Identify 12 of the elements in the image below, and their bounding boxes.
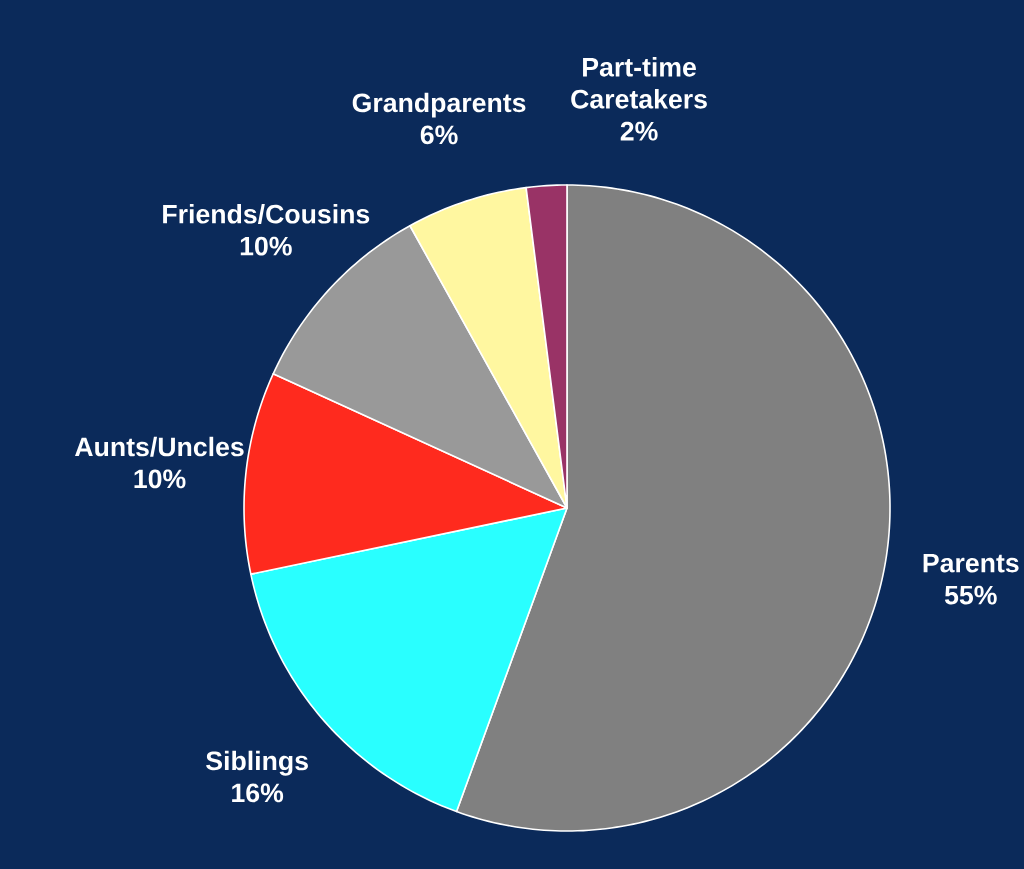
data-label: 6% [420,125,458,145]
slice-label: Siblings [206,750,308,776]
data-label: 16% [232,783,284,803]
data-label: 2% [620,121,658,141]
data-label: 55% [944,585,997,605]
slice-label: Parents [923,553,1019,573]
slice-label: Part-time Caretakers [571,57,707,109]
slice-label: Friends/Cousins [163,204,370,224]
slice-label: Grandparents [352,92,526,118]
data-label: 10% [134,469,186,489]
data-label: 10% [240,236,292,256]
slice-label: Aunts/Uncles [75,436,244,457]
